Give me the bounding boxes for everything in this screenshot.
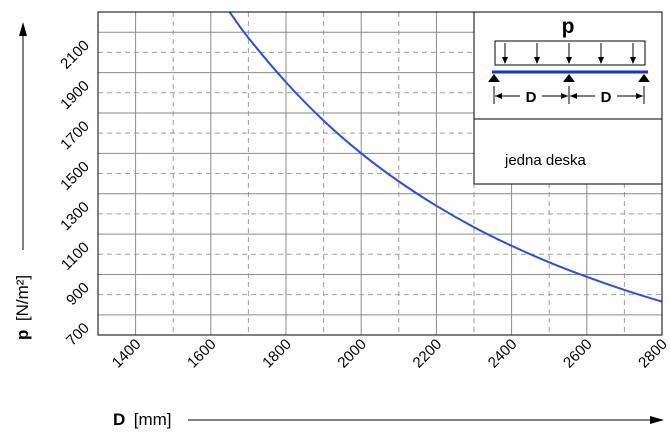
x-axis-symbol: D — [113, 410, 125, 429]
x-axis-unit: [mm] — [134, 410, 172, 429]
support-right-icon — [638, 74, 650, 82]
y-tick-labels: 700 900 1100 1300 1500 1700 1900 2100 — [57, 37, 93, 349]
load-arrow-icon — [598, 57, 604, 64]
dim-label-bg — [520, 88, 542, 104]
plot-frame — [97, 11, 663, 336]
support-left-icon — [488, 74, 500, 82]
x-axis-label-text: D [mm] — [113, 410, 172, 429]
x-tick-label: 2800 — [635, 336, 670, 372]
dim-label-bg — [595, 88, 617, 104]
y-axis-label-text: p [N/m²] — [13, 275, 32, 340]
y-tick-label: 1700 — [57, 118, 93, 154]
dim-arrow-icon — [495, 93, 502, 99]
series-group — [228, 11, 663, 303]
y-tick-label: 1100 — [58, 239, 93, 274]
y-tick-label: 700 — [63, 320, 93, 350]
x-tick-label: 2400 — [485, 336, 521, 372]
x-axis-arrow-icon — [650, 416, 664, 424]
load-arrow-icon — [502, 57, 508, 64]
load-arrows — [502, 43, 636, 64]
load-arrow-icon — [534, 57, 540, 64]
x-tick-label: 2600 — [560, 336, 596, 372]
x-tick-label: 1800 — [259, 336, 295, 372]
dim-arrow-icon — [570, 93, 577, 99]
inset-box: p D D jedna deska — [473, 11, 663, 185]
load-arrow-icon — [630, 57, 636, 64]
y-tick-label: 1500 — [57, 158, 93, 194]
y-axis-unit: [N/m²] — [13, 275, 32, 321]
inset-note: jedna deska — [504, 152, 587, 169]
x-tick-label: 2000 — [334, 336, 370, 372]
x-tick-label: 2200 — [410, 336, 446, 372]
y-tick-label: 2100 — [57, 37, 93, 73]
y-axis-symbol: p — [13, 330, 32, 340]
x-axis-label: D [mm] — [113, 410, 664, 429]
inset-load-box — [494, 40, 646, 66]
span-label-right: D — [601, 89, 612, 106]
y-tick-label: 900 — [63, 279, 93, 309]
x-tick-label: 1400 — [109, 336, 145, 372]
y-axis-arrow-icon — [19, 22, 27, 36]
series-line — [228, 11, 663, 303]
span-label-left: D — [526, 89, 537, 106]
y-axis-label: p [N/m²] — [13, 22, 32, 340]
support-middle-icon — [563, 74, 575, 82]
y-tick-label: 1300 — [57, 198, 93, 234]
x-tick-label: 1600 — [184, 336, 220, 372]
inset-load-label: p — [562, 15, 575, 38]
load-arrow-icon — [566, 57, 572, 64]
x-tick-labels: 1400 1600 1800 2000 2200 2400 2600 2800 — [109, 336, 670, 372]
dim-arrow-icon — [636, 93, 643, 99]
dim-arrow-icon — [561, 93, 568, 99]
y-tick-label: 1900 — [57, 77, 93, 113]
